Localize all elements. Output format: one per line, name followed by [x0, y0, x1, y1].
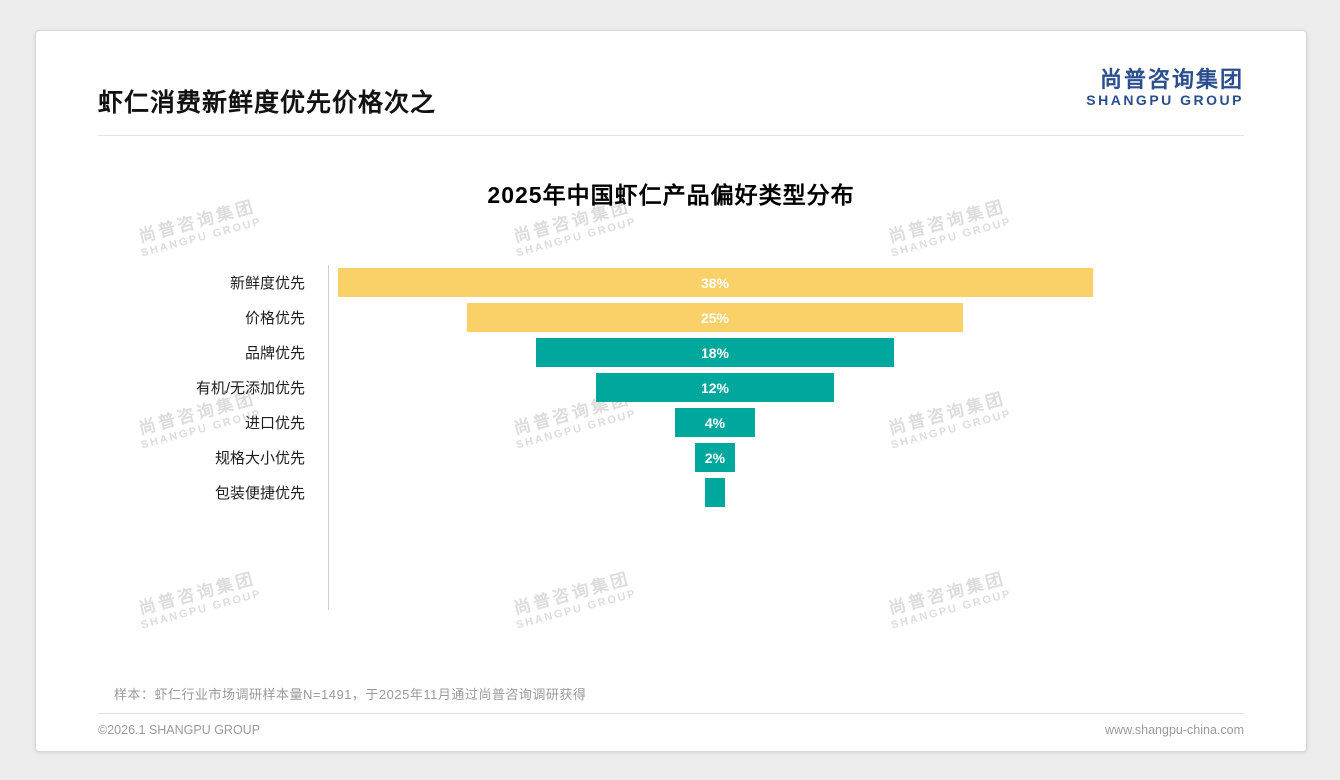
category-label: 规格大小优先	[214, 450, 305, 467]
chart-row: 价格优先 25%	[98, 300, 1306, 335]
value-bar: 38%	[337, 268, 1093, 297]
sample-footnote: 样本：虾仁行业市场调研样本量N=1491，于2025年11月通过尚普咨询调研获得	[114, 687, 587, 702]
value-label: 25%	[700, 309, 729, 326]
bar-track: 25%	[329, 303, 1101, 332]
bar-track	[329, 478, 1101, 507]
category-label: 新鲜度优先	[229, 275, 305, 292]
value-label: 12%	[700, 379, 730, 396]
value-bar: 18%	[536, 338, 894, 367]
value-bar	[705, 478, 725, 507]
chart-row: 进口优先 4%	[98, 405, 1306, 440]
bar-track: 12%	[329, 373, 1101, 402]
value-label: 38%	[700, 274, 730, 291]
value-bar: 12%	[595, 373, 835, 402]
funnel-bar-chart: 新鲜度优先 38% 价格优先 25% 品牌优先 18% 有机/无添加优先 12% 进口优先 4% 规…	[98, 265, 1306, 610]
value-label: 2%	[704, 449, 726, 466]
page-title: 虾仁消费新鲜度优先价格次之	[98, 89, 437, 117]
category-label: 价格优先	[244, 310, 305, 327]
category-label: 包装便捷优先	[214, 485, 305, 502]
chart-row: 包装便捷优先	[98, 475, 1306, 510]
chart-row: 规格大小优先 2%	[98, 440, 1306, 475]
chart-row: 有机/无添加优先 12%	[98, 370, 1306, 405]
value-bar: 4%	[675, 408, 755, 437]
report-footer: ©2026.1 SHANGPU GROUP www.shangpu-china.…	[36, 714, 1306, 737]
chart-row: 品牌优先 18%	[98, 335, 1306, 370]
bar-track: 4%	[329, 408, 1101, 437]
bar-track: 38%	[329, 268, 1101, 297]
brand-logo: 尚普咨询集团 SHANGPU GROUP	[1086, 67, 1244, 108]
footer-divider	[98, 713, 1244, 714]
category-label: 进口优先	[244, 415, 305, 432]
category-label: 品牌优先	[244, 345, 305, 362]
brand-logo-en: SHANGPU GROUP	[1086, 92, 1244, 109]
value-bar: 25%	[466, 303, 964, 332]
copyright-text: ©2026.1 SHANGPU GROUP	[98, 723, 261, 737]
report-content: 虾仁消费新鲜度优先价格次之 尚普咨询集团 SHANGPU GROUP 2025年…	[36, 31, 1306, 751]
chart-row: 新鲜度优先 38%	[98, 265, 1306, 300]
chart-rows: 新鲜度优先 38% 价格优先 25% 品牌优先 18% 有机/无添加优先 12% 进口优先 4% 规…	[98, 265, 1306, 510]
report-header: 虾仁消费新鲜度优先价格次之 尚普咨询集团 SHANGPU GROUP	[36, 31, 1306, 119]
value-label: 18%	[700, 344, 730, 361]
category-label: 有机/无添加优先	[195, 380, 305, 397]
bar-track: 18%	[329, 338, 1101, 367]
value-bar: 2%	[695, 443, 735, 472]
website-text: www.shangpu-china.com	[1105, 723, 1244, 737]
report-card: 尚普咨询集团 SHANGPU GROUP 尚普咨询集团 SHANGPU GROUP 尚普…	[35, 30, 1307, 752]
category-axis-line	[328, 265, 329, 610]
chart-title: 2025年中国虾仁产品偏好类型分布	[487, 182, 855, 208]
header-divider	[98, 135, 1244, 136]
brand-logo-cn: 尚普咨询集团	[1099, 67, 1244, 92]
value-label: 4%	[704, 414, 726, 431]
bar-track: 2%	[329, 443, 1101, 472]
